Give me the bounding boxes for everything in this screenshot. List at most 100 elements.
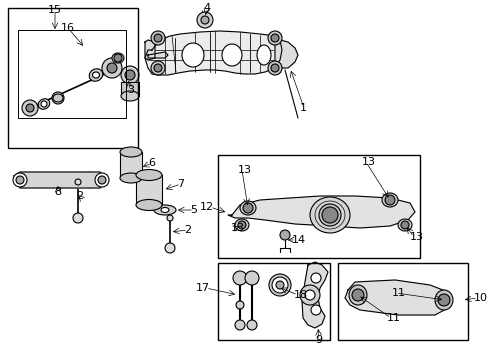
Circle shape <box>154 34 162 42</box>
Text: 6: 6 <box>148 158 155 168</box>
Ellipse shape <box>120 147 142 157</box>
Ellipse shape <box>120 173 142 183</box>
Ellipse shape <box>112 53 124 63</box>
Text: 8: 8 <box>54 187 61 197</box>
Ellipse shape <box>348 285 366 305</box>
Circle shape <box>246 320 257 330</box>
Ellipse shape <box>89 69 102 81</box>
Circle shape <box>310 273 320 283</box>
Ellipse shape <box>92 72 99 78</box>
Text: 13: 13 <box>409 232 423 242</box>
Circle shape <box>280 230 289 240</box>
Circle shape <box>16 176 24 184</box>
Polygon shape <box>227 196 414 228</box>
Circle shape <box>73 213 83 223</box>
Ellipse shape <box>434 290 452 310</box>
Ellipse shape <box>240 201 256 215</box>
Circle shape <box>310 305 320 315</box>
Ellipse shape <box>222 44 242 66</box>
Ellipse shape <box>154 205 176 215</box>
Ellipse shape <box>182 43 203 67</box>
Text: 9: 9 <box>315 335 322 345</box>
Circle shape <box>22 100 38 116</box>
Polygon shape <box>145 31 282 75</box>
Text: 1: 1 <box>299 103 306 113</box>
Circle shape <box>236 301 244 309</box>
Circle shape <box>275 281 284 289</box>
Circle shape <box>75 179 81 185</box>
Circle shape <box>437 294 449 306</box>
Ellipse shape <box>267 31 282 45</box>
Text: 11: 11 <box>391 288 405 298</box>
Bar <box>136 175 162 205</box>
Bar <box>120 152 142 178</box>
Circle shape <box>243 203 252 213</box>
Circle shape <box>238 221 245 229</box>
Circle shape <box>235 320 244 330</box>
Ellipse shape <box>381 193 397 207</box>
Polygon shape <box>302 262 327 328</box>
Ellipse shape <box>318 204 340 226</box>
Circle shape <box>98 176 106 184</box>
Circle shape <box>271 277 287 293</box>
Circle shape <box>321 207 337 223</box>
Polygon shape <box>145 40 155 60</box>
Polygon shape <box>14 172 108 188</box>
Text: 4: 4 <box>203 3 210 13</box>
Ellipse shape <box>121 91 139 101</box>
Ellipse shape <box>397 219 411 231</box>
Polygon shape <box>148 52 168 58</box>
Polygon shape <box>345 280 451 315</box>
Circle shape <box>13 173 27 187</box>
Circle shape <box>400 221 408 229</box>
Ellipse shape <box>235 219 248 231</box>
Ellipse shape <box>161 207 169 212</box>
Circle shape <box>305 290 314 300</box>
Text: 16: 16 <box>61 23 75 33</box>
Ellipse shape <box>41 101 47 107</box>
Bar <box>18 30 126 118</box>
Text: 11: 11 <box>386 313 400 323</box>
Text: 2: 2 <box>183 225 191 235</box>
Ellipse shape <box>151 31 164 45</box>
Text: 10: 10 <box>473 293 487 303</box>
Ellipse shape <box>136 170 162 180</box>
Text: 18: 18 <box>293 290 307 300</box>
Circle shape <box>125 70 135 80</box>
Ellipse shape <box>257 45 270 65</box>
Bar <box>8 8 138 148</box>
Ellipse shape <box>121 66 139 84</box>
Bar <box>218 263 329 340</box>
Text: 13: 13 <box>361 157 375 167</box>
Ellipse shape <box>268 274 290 296</box>
Circle shape <box>270 34 279 42</box>
Circle shape <box>351 289 363 301</box>
Circle shape <box>244 271 259 285</box>
Circle shape <box>384 195 394 205</box>
Circle shape <box>167 215 173 221</box>
Ellipse shape <box>151 61 164 75</box>
Polygon shape <box>274 40 297 68</box>
Text: 15: 15 <box>48 5 62 15</box>
Circle shape <box>26 104 34 112</box>
Circle shape <box>164 243 175 253</box>
Circle shape <box>95 173 109 187</box>
Ellipse shape <box>267 61 282 75</box>
Circle shape <box>52 92 64 104</box>
Circle shape <box>107 63 117 73</box>
Bar <box>121 82 139 96</box>
Circle shape <box>201 16 208 24</box>
Circle shape <box>232 271 246 285</box>
Ellipse shape <box>309 197 349 233</box>
Text: 2: 2 <box>76 191 83 201</box>
Text: 14: 14 <box>291 235 305 245</box>
Circle shape <box>102 58 122 78</box>
Circle shape <box>114 54 122 62</box>
Text: 7: 7 <box>177 179 184 189</box>
Text: 12: 12 <box>200 202 214 212</box>
Ellipse shape <box>38 99 50 109</box>
Text: 17: 17 <box>196 283 209 293</box>
Circle shape <box>270 64 279 72</box>
Bar <box>337 263 467 340</box>
Text: 3: 3 <box>127 85 134 95</box>
